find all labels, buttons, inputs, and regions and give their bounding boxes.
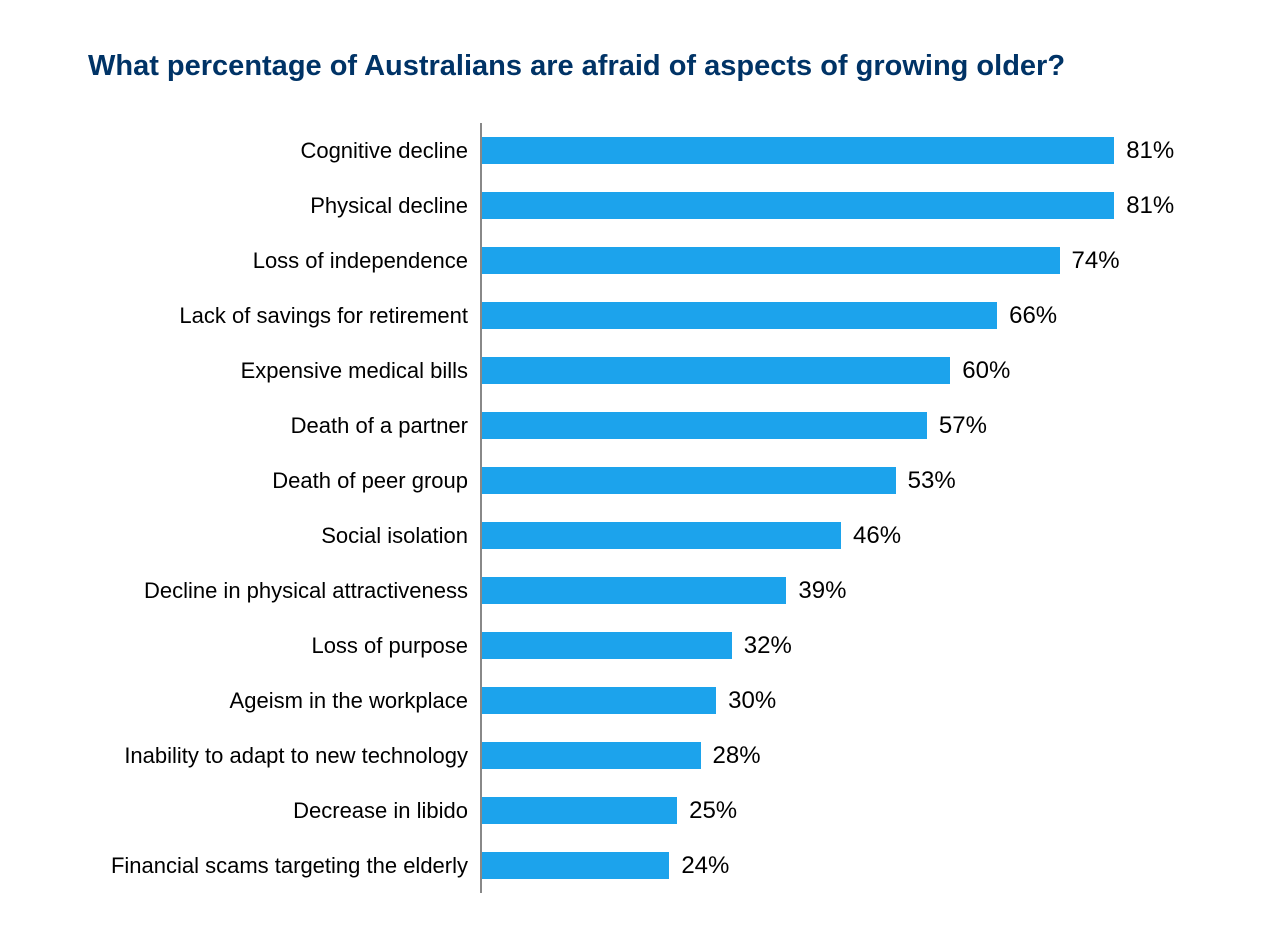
bar [482, 412, 927, 439]
chart-row: Cognitive decline 81% [80, 123, 1182, 178]
chart-row: Death of peer group 53% [80, 453, 1182, 508]
bar-category-label: Loss of independence [80, 248, 480, 274]
chart-row: Death of a partner 57% [80, 398, 1182, 453]
bar [482, 687, 716, 714]
bar [482, 137, 1114, 164]
chart-row: Ageism in the workplace 30% [80, 673, 1182, 728]
bar-category-label: Physical decline [80, 193, 480, 219]
chart-rows: Cognitive decline 81% Physical decline 81% L… [80, 123, 1182, 893]
chart-container: Cognitive decline 81% Physical decline 81% L… [80, 123, 1182, 893]
chart-row: Decline in physical attractiveness 39% [80, 563, 1182, 618]
bar-area: 32% [480, 618, 1182, 673]
bar-value-label: 30% [728, 687, 776, 715]
bar-area: 28% [480, 728, 1182, 783]
chart-row: Decrease in libido 25% [80, 783, 1182, 838]
chart-row: Expensive medical bills 60% [80, 343, 1182, 398]
bar-value-label: 39% [798, 577, 846, 605]
bar [482, 742, 701, 769]
chart-row: Lack of savings for retirement 66% [80, 288, 1182, 343]
bar-category-label: Lack of savings for retirement [80, 303, 480, 329]
bar [482, 192, 1114, 219]
bar-value-label: 53% [908, 467, 956, 495]
bar-area: 74% [480, 233, 1182, 288]
bar-category-label: Decrease in libido [80, 798, 480, 824]
bar-area: 25% [480, 783, 1182, 838]
bar [482, 522, 841, 549]
chart-row: Loss of purpose 32% [80, 618, 1182, 673]
chart-row: Inability to adapt to new technology 28% [80, 728, 1182, 783]
bar [482, 797, 677, 824]
bar-category-label: Death of a partner [80, 413, 480, 439]
chart-row: Social isolation 46% [80, 508, 1182, 563]
bar [482, 357, 950, 384]
bar-category-label: Loss of purpose [80, 633, 480, 659]
chart-row: Financial scams targeting the elderly 24% [80, 838, 1182, 893]
bar-value-label: 57% [939, 412, 987, 440]
bar-category-label: Social isolation [80, 523, 480, 549]
bar [482, 302, 997, 329]
bar-value-label: 25% [689, 797, 737, 825]
bar-area: 39% [480, 563, 1182, 618]
bar-category-label: Financial scams targeting the elderly [80, 853, 480, 879]
chart-row: Loss of independence 74% [80, 233, 1182, 288]
bar-area: 81% [480, 123, 1182, 178]
bar-value-label: 66% [1009, 302, 1057, 330]
bar-category-label: Cognitive decline [80, 138, 480, 164]
bar-area: 57% [480, 398, 1182, 453]
bar-area: 81% [480, 178, 1182, 233]
bar-area: 66% [480, 288, 1182, 343]
bar [482, 247, 1060, 274]
bar-area: 30% [480, 673, 1182, 728]
bar-area: 46% [480, 508, 1182, 563]
bar-category-label: Ageism in the workplace [80, 688, 480, 714]
bar-value-label: 46% [853, 522, 901, 550]
bar-area: 24% [480, 838, 1182, 893]
chart-row: Physical decline 81% [80, 178, 1182, 233]
bar-value-label: 28% [713, 742, 761, 770]
bar [482, 852, 669, 879]
bar-value-label: 60% [962, 357, 1010, 385]
chart-title: What percentage of Australians are afrai… [88, 50, 1182, 83]
bar [482, 632, 732, 659]
bar-category-label: Decline in physical attractiveness [80, 578, 480, 604]
bar-area: 60% [480, 343, 1182, 398]
bar-value-label: 81% [1126, 137, 1174, 165]
bar-category-label: Death of peer group [80, 468, 480, 494]
bar-value-label: 24% [681, 852, 729, 880]
bar-area: 53% [480, 453, 1182, 508]
bar-value-label: 81% [1126, 192, 1174, 220]
bar-value-label: 74% [1072, 247, 1120, 275]
bar-category-label: Inability to adapt to new technology [80, 743, 480, 769]
bar-category-label: Expensive medical bills [80, 358, 480, 384]
bar-value-label: 32% [744, 632, 792, 660]
bar [482, 577, 786, 604]
bar [482, 467, 896, 494]
